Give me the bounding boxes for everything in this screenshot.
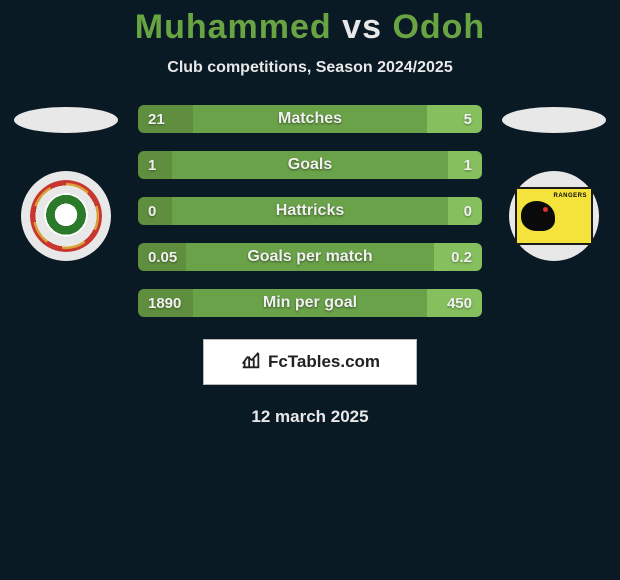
left-column [14, 105, 118, 261]
stat-seg-right: 5 [427, 105, 482, 133]
player-right-name: Odoh [392, 8, 485, 46]
club-left-circle [21, 171, 111, 261]
stat-row: 1 1 Goals [138, 151, 482, 179]
date-line: 12 march 2025 [0, 407, 620, 427]
stat-left-value: 0 [148, 203, 156, 220]
stat-row: 21 5 Matches [138, 105, 482, 133]
stat-seg-left: 1 [138, 151, 172, 179]
stat-left-value: 0.05 [148, 249, 177, 266]
stat-seg-left: 21 [138, 105, 193, 133]
club-left-badge [36, 186, 96, 246]
bar-chart-icon [240, 349, 262, 376]
club-right-badge: RANGERS [515, 187, 593, 245]
player-right-avatar [502, 107, 606, 133]
stat-seg-right: 450 [427, 289, 482, 317]
player-left-name: Muhammed [135, 8, 332, 46]
stat-left-value: 1 [148, 157, 156, 174]
stat-seg-left: 0.05 [138, 243, 186, 271]
club-right-circle: RANGERS [509, 171, 599, 261]
stat-left-value: 1890 [148, 295, 181, 312]
stat-row: 1890 450 Min per goal [138, 289, 482, 317]
stat-label: Goals per match [247, 248, 372, 266]
stat-right-value: 450 [447, 295, 472, 312]
stat-seg-right: 0.2 [434, 243, 482, 271]
right-column: RANGERS [502, 105, 606, 261]
main-row: 21 5 Matches 1 1 Goals 0 0 Hattricks 0.05 0.2 Goals… [0, 105, 620, 317]
panther-icon [521, 201, 555, 231]
stat-seg-right: 0 [448, 197, 482, 225]
stat-right-value: 0 [464, 203, 472, 220]
comparison-card: Muhammed vs Odoh Club competitions, Seas… [0, 0, 620, 427]
stat-right-value: 5 [464, 111, 472, 128]
club-right-text: RANGERS [553, 193, 587, 200]
stat-right-value: 0.2 [451, 249, 472, 266]
player-left-avatar [14, 107, 118, 133]
stat-seg-left: 1890 [138, 289, 193, 317]
brand-badge[interactable]: FcTables.com [203, 339, 417, 385]
page-title: Muhammed vs Odoh [0, 8, 620, 47]
stat-label: Goals [288, 156, 332, 174]
stat-row: 0.05 0.2 Goals per match [138, 243, 482, 271]
stat-seg-left: 0 [138, 197, 172, 225]
stat-label: Min per goal [263, 294, 357, 312]
stat-label: Hattricks [276, 202, 344, 220]
brand-text: FcTables.com [268, 352, 380, 372]
stat-bars: 21 5 Matches 1 1 Goals 0 0 Hattricks 0.05 0.2 Goals… [138, 105, 482, 317]
stat-row: 0 0 Hattricks [138, 197, 482, 225]
title-vs: vs [342, 8, 382, 46]
stat-label: Matches [278, 110, 342, 128]
stat-seg-right: 1 [448, 151, 482, 179]
stat-right-value: 1 [464, 157, 472, 174]
stat-left-value: 21 [148, 111, 165, 128]
subtitle: Club competitions, Season 2024/2025 [0, 59, 620, 77]
